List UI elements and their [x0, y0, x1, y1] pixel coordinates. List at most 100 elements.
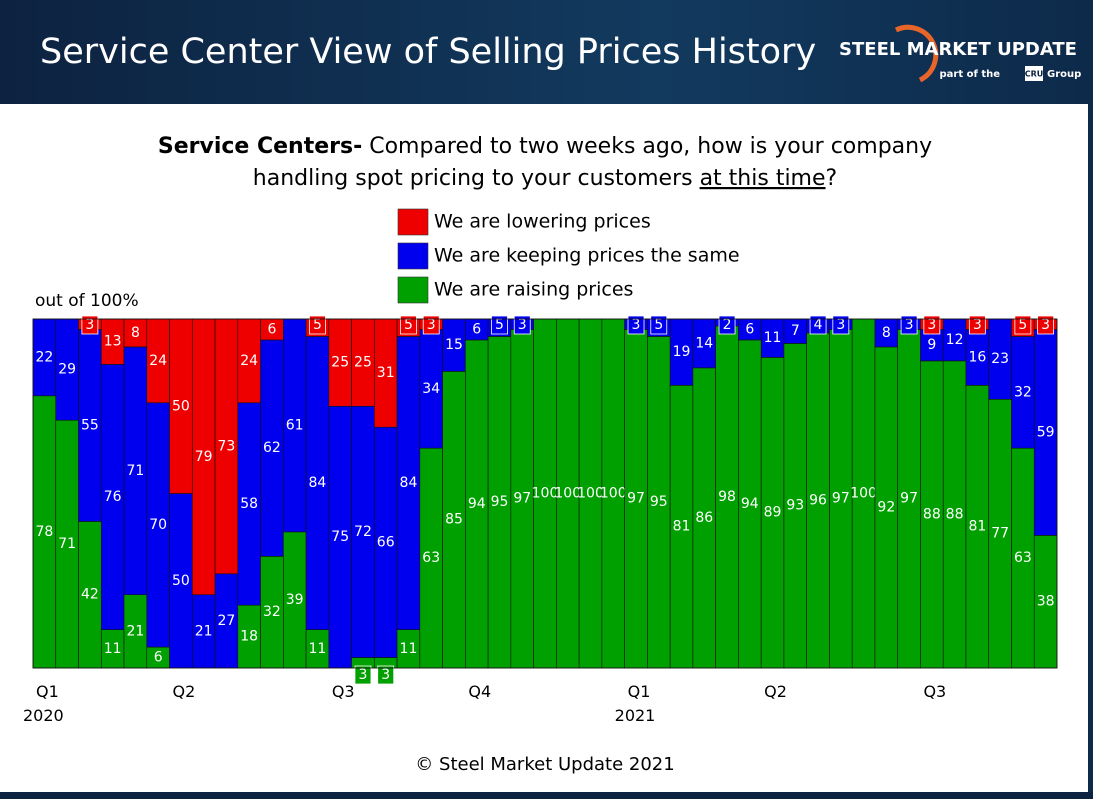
x-tick-label: Q2: [764, 682, 787, 701]
y-axis-label: out of 100%: [35, 291, 139, 311]
data-label: 32: [1014, 384, 1032, 400]
chart-title-underlined: at this time: [700, 166, 826, 191]
data-label: 29: [58, 362, 76, 378]
logo-cru-box: [1025, 66, 1043, 81]
legend-swatch: [397, 208, 429, 236]
legend-swatch: [397, 242, 429, 270]
data-label: 79: [195, 449, 213, 465]
data-label: 97: [900, 491, 918, 507]
data-label: 92: [877, 499, 895, 515]
header-band: [0, 0, 1093, 104]
data-label-box: [627, 315, 645, 335]
data-label: 70: [149, 517, 167, 533]
data-label: 6: [154, 650, 163, 666]
data-label-box: [354, 665, 372, 685]
plot: We are lowering prices We are keeping pri…: [23, 208, 1058, 725]
data-label: 39: [286, 592, 304, 608]
x-tick-label: Q4: [468, 682, 491, 701]
data-label: 3: [518, 317, 527, 333]
legend-label: We are lowering prices: [434, 211, 651, 233]
data-label: 5: [404, 317, 413, 333]
data-label-box: [400, 315, 417, 335]
data-label: 59: [1037, 424, 1055, 440]
data-label: 89: [764, 505, 782, 521]
data-label: 3: [381, 667, 390, 683]
footer: © Steel Market Update 2021: [415, 754, 674, 775]
data-label: 24: [240, 353, 258, 369]
chart-title-line2: handling spot pricing to your customers: [253, 166, 693, 191]
data-label: 21: [126, 623, 144, 639]
data-label: 3: [85, 317, 94, 333]
logo: STEEL MARKET UPDATE: [839, 39, 1077, 60]
data-label: 5: [1018, 317, 1027, 333]
data-label: 24: [149, 353, 167, 369]
data-label: 88: [946, 506, 964, 522]
data-label: 3: [427, 317, 436, 333]
x-tick-label: Q2: [173, 682, 196, 701]
data-label: 94: [741, 496, 759, 512]
data-label: 96: [809, 492, 827, 508]
data-label: 98: [718, 489, 736, 505]
data-label: 58: [240, 496, 258, 512]
chart-title-line1: Compared to two weeks ago, how is your c…: [369, 134, 932, 159]
data-label: 14: [695, 335, 713, 351]
data-label: 97: [832, 491, 850, 507]
data-label: 71: [58, 536, 76, 552]
data-label: 11: [400, 641, 418, 657]
data-label: 21: [195, 623, 213, 639]
data-label: 5: [313, 317, 322, 333]
data-label: 18: [240, 629, 258, 645]
data-label-box: [1014, 315, 1032, 335]
data-label: 84: [400, 475, 418, 491]
legend-swatch: [397, 276, 429, 304]
data-label: 42: [81, 587, 99, 603]
data-label: 100: [850, 486, 877, 502]
data-label: 50: [172, 573, 190, 589]
data-label: 71: [126, 463, 144, 479]
data-label: 3: [632, 317, 641, 333]
data-label: 4: [814, 317, 823, 333]
data-label: 61: [286, 417, 304, 433]
right-edge: [1088, 104, 1093, 794]
data-label: 94: [468, 496, 486, 512]
data-label-box: [650, 315, 668, 335]
data-label: 84: [309, 475, 327, 491]
data-label: 73: [218, 438, 236, 454]
data-label: 5: [495, 317, 504, 333]
data-label: 5: [654, 317, 663, 333]
page-title: Service Center View of Selling Prices Hi…: [40, 32, 816, 72]
data-label: 25: [331, 355, 349, 371]
data-label: 6: [745, 321, 754, 337]
x-tick-label: Q1 2020: [23, 682, 64, 725]
legend-label: We are keeping prices the same: [434, 245, 740, 267]
data-label: 8: [882, 325, 891, 341]
data-label-box: [900, 315, 918, 335]
data-label: 86: [695, 510, 713, 526]
data-label: 25: [354, 355, 372, 371]
data-label: 100: [577, 486, 604, 502]
data-label: 3: [358, 667, 367, 683]
plot-frame: [32, 318, 1058, 669]
data-label-box: [832, 315, 850, 335]
data-label: 2: [723, 317, 732, 333]
data-label: 9: [927, 337, 936, 353]
chart-title-2: handling spot pricing to your customers a…: [253, 166, 837, 191]
x-tick-label: Q3: [332, 682, 355, 701]
data-label: 12: [946, 332, 964, 348]
data-label: 32: [263, 604, 281, 620]
data-label-box: [718, 315, 736, 335]
x-tick-label: Q1 2021: [615, 682, 656, 725]
data-label-box: [491, 315, 508, 335]
data-label: 3: [927, 317, 936, 333]
x-tick-label: Q3: [923, 682, 946, 701]
data-label: 11: [309, 641, 327, 657]
logo-sub: part of the: [940, 69, 1001, 80]
data-label-box: [968, 315, 986, 335]
data-label: 72: [354, 524, 372, 540]
data-label: 63: [1014, 550, 1032, 566]
data-label: 31: [377, 365, 395, 381]
data-label: 3: [905, 317, 914, 333]
data-label-box: [377, 665, 395, 685]
